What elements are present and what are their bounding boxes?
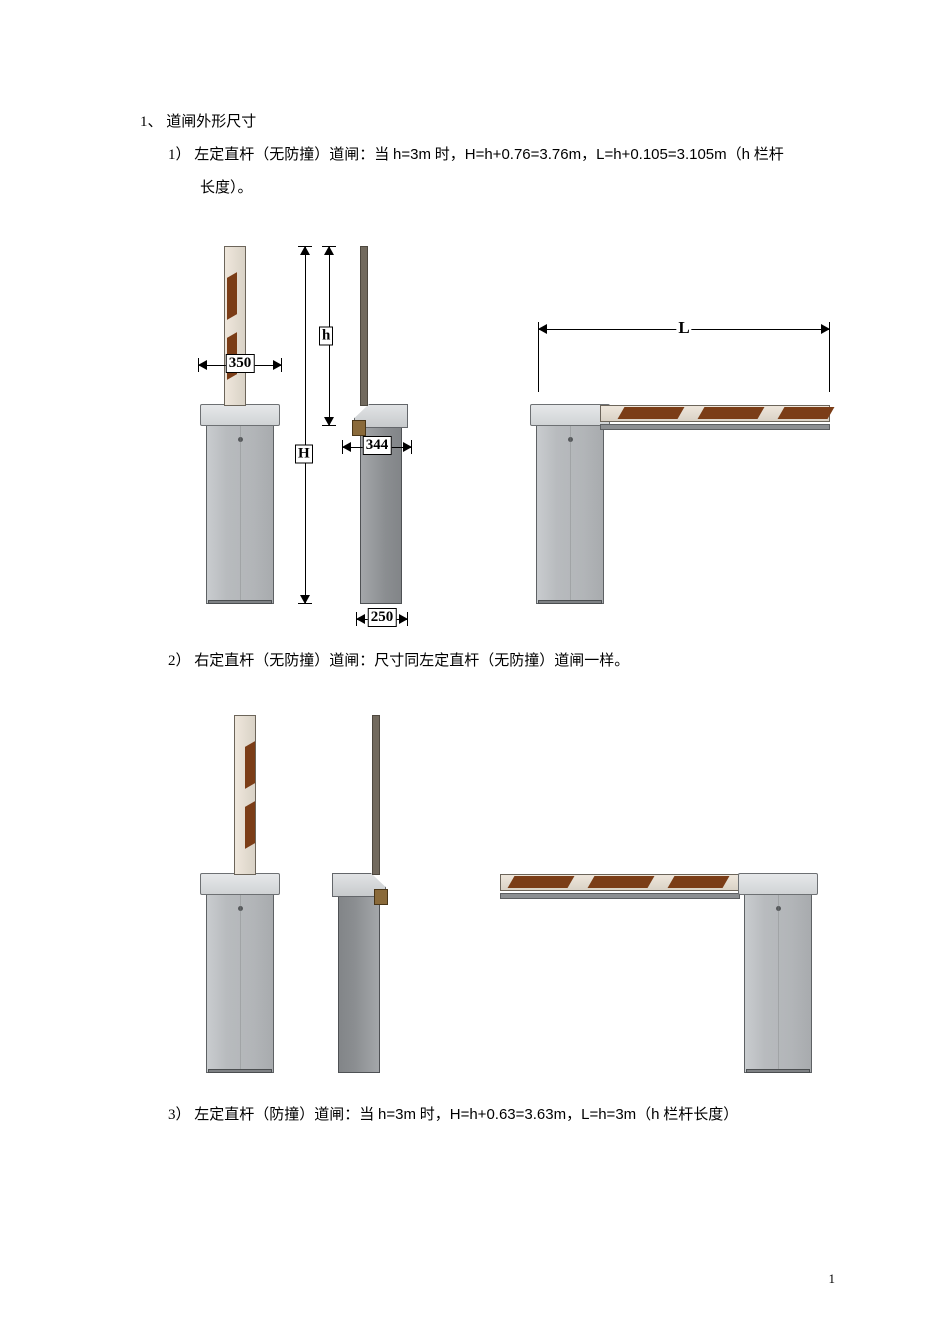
arm-stripe [778, 407, 835, 419]
arm-stripe [508, 876, 575, 888]
arm-stripe [245, 741, 255, 789]
arm-side [360, 246, 368, 406]
page: 1、 道闸外形尺寸 1） 左定直杆（无防撞）道闸：当 h=3m 时，H=h+0.… [0, 0, 945, 1337]
item3-L-eq: L=h=3m [581, 1106, 636, 1123]
item1-mid1: 时， [431, 147, 465, 163]
arm-stripe [668, 876, 730, 888]
hinge-icon [374, 889, 388, 905]
item2-text: 右定直杆（无防撞）道闸：尺寸同左定直杆（无防撞）道闸一样。 [194, 653, 629, 669]
item3-H-eq: H=h+0.63=3.63m [450, 1106, 566, 1123]
section-heading: 1、 道闸外形尺寸 [140, 110, 845, 131]
fig2-side [330, 853, 390, 1073]
dimension-H: H [298, 246, 312, 604]
section-title: 道闸外形尺寸 [166, 114, 256, 130]
dim-label-h: h [319, 327, 333, 346]
dim-label-250: 250 [368, 608, 397, 627]
arm-stripe [588, 876, 655, 888]
item1-h-sym: h [742, 146, 750, 163]
cabinet-side [330, 853, 390, 1073]
cabinet-body [206, 893, 274, 1073]
base-plate [208, 600, 272, 604]
dim-label-344: 344 [363, 436, 392, 455]
item3-h-sym: h [651, 1106, 659, 1123]
fig2-front [200, 853, 280, 1073]
barrier-arm-horizontal [600, 405, 830, 422]
barrier-arm-up [234, 715, 256, 875]
dim-label-L: L [676, 318, 691, 338]
page-number: 1 [829, 1271, 836, 1287]
dimension-250: 250 [356, 612, 408, 626]
item3-num: 3） [168, 1107, 191, 1123]
item3-prefix: 左定直杆（防撞）道闸：当 [194, 1107, 378, 1123]
dim-label-H: H [295, 444, 313, 463]
base-plate [538, 600, 602, 604]
cabinet-seam [240, 425, 241, 603]
arm-rail [600, 424, 830, 430]
item3-suf2: 栏杆长度） [660, 1107, 739, 1123]
fig1-front: 350 [200, 384, 280, 604]
item1-sep: ， [581, 147, 596, 163]
cabinet-seam [240, 894, 241, 1072]
cabinet-side [350, 384, 410, 604]
barrier-arm-horizontal [500, 874, 740, 891]
arm-stripe [618, 407, 685, 419]
item1-h-eq: h=3m [393, 146, 431, 163]
item1-suf2: 栏杆 [750, 147, 784, 163]
cabinet-front [200, 853, 280, 1073]
arm-stripe [245, 801, 255, 849]
item3-h-eq: h=3m [378, 1106, 416, 1123]
item1-line2: 长度）。 [200, 175, 845, 202]
arm-stripe [698, 407, 765, 419]
list-item-2: 2） 右定直杆（无防撞）道闸：尺寸同左定直杆（无防撞）道闸一样。 [168, 648, 845, 675]
cabinet-cap [530, 404, 610, 426]
item3-mid1: 时， [416, 1107, 450, 1123]
cabinet-body [744, 893, 812, 1073]
arm-side [372, 715, 380, 875]
dimension-L: L [538, 322, 830, 336]
item3-suf1: （ [636, 1107, 651, 1123]
base-plate [208, 1069, 272, 1073]
cabinet-seam [778, 894, 779, 1072]
barrier-arm-up [224, 246, 246, 406]
cabinet-cap [738, 873, 818, 895]
dimension-350: 350 [198, 358, 282, 372]
cabinet-cap [200, 404, 280, 426]
dimension-344: 344 [342, 440, 412, 454]
arm-stripe [227, 272, 237, 320]
list-item-3: 3） 左定直杆（防撞）道闸：当 h=3m 时，H=h+0.63=3.63m，L=… [168, 1101, 845, 1129]
dimension-h: h [322, 246, 336, 426]
cabinet-side-body [338, 895, 380, 1073]
hinge-icon [352, 420, 366, 436]
fig1-open: L [530, 384, 830, 604]
item1-suf1: （ [727, 147, 742, 163]
item1-H-eq: H=h+0.76=3.76m [465, 146, 581, 163]
item1-num: 1） [168, 147, 191, 163]
figure-2 [200, 683, 845, 1083]
cabinet-front [530, 384, 610, 604]
item2-num: 2） [168, 653, 191, 669]
figure-1: 350 H h 344 [200, 210, 845, 630]
list-item-1: 1） 左定直杆（无防撞）道闸：当 h=3m 时，H=h+0.76=3.76m，L… [168, 141, 845, 169]
item1-L-eq: L=h+0.105=3.105m [596, 146, 727, 163]
cabinet-body [536, 424, 604, 604]
cabinet-seam [570, 425, 571, 603]
dim-label-350: 350 [226, 354, 255, 373]
fig2-open [500, 853, 820, 1073]
item1-prefix: 左定直杆（无防撞）道闸：当 [194, 147, 393, 163]
cabinet-cap [200, 873, 280, 895]
cabinet-front [738, 853, 818, 1073]
cabinet-front [200, 384, 280, 604]
item3-sep: ， [566, 1107, 581, 1123]
arm-rail [500, 893, 740, 899]
fig1-side: 344 [350, 384, 410, 604]
section-number: 1、 [140, 114, 163, 130]
base-plate [746, 1069, 810, 1073]
cabinet-body [206, 424, 274, 604]
